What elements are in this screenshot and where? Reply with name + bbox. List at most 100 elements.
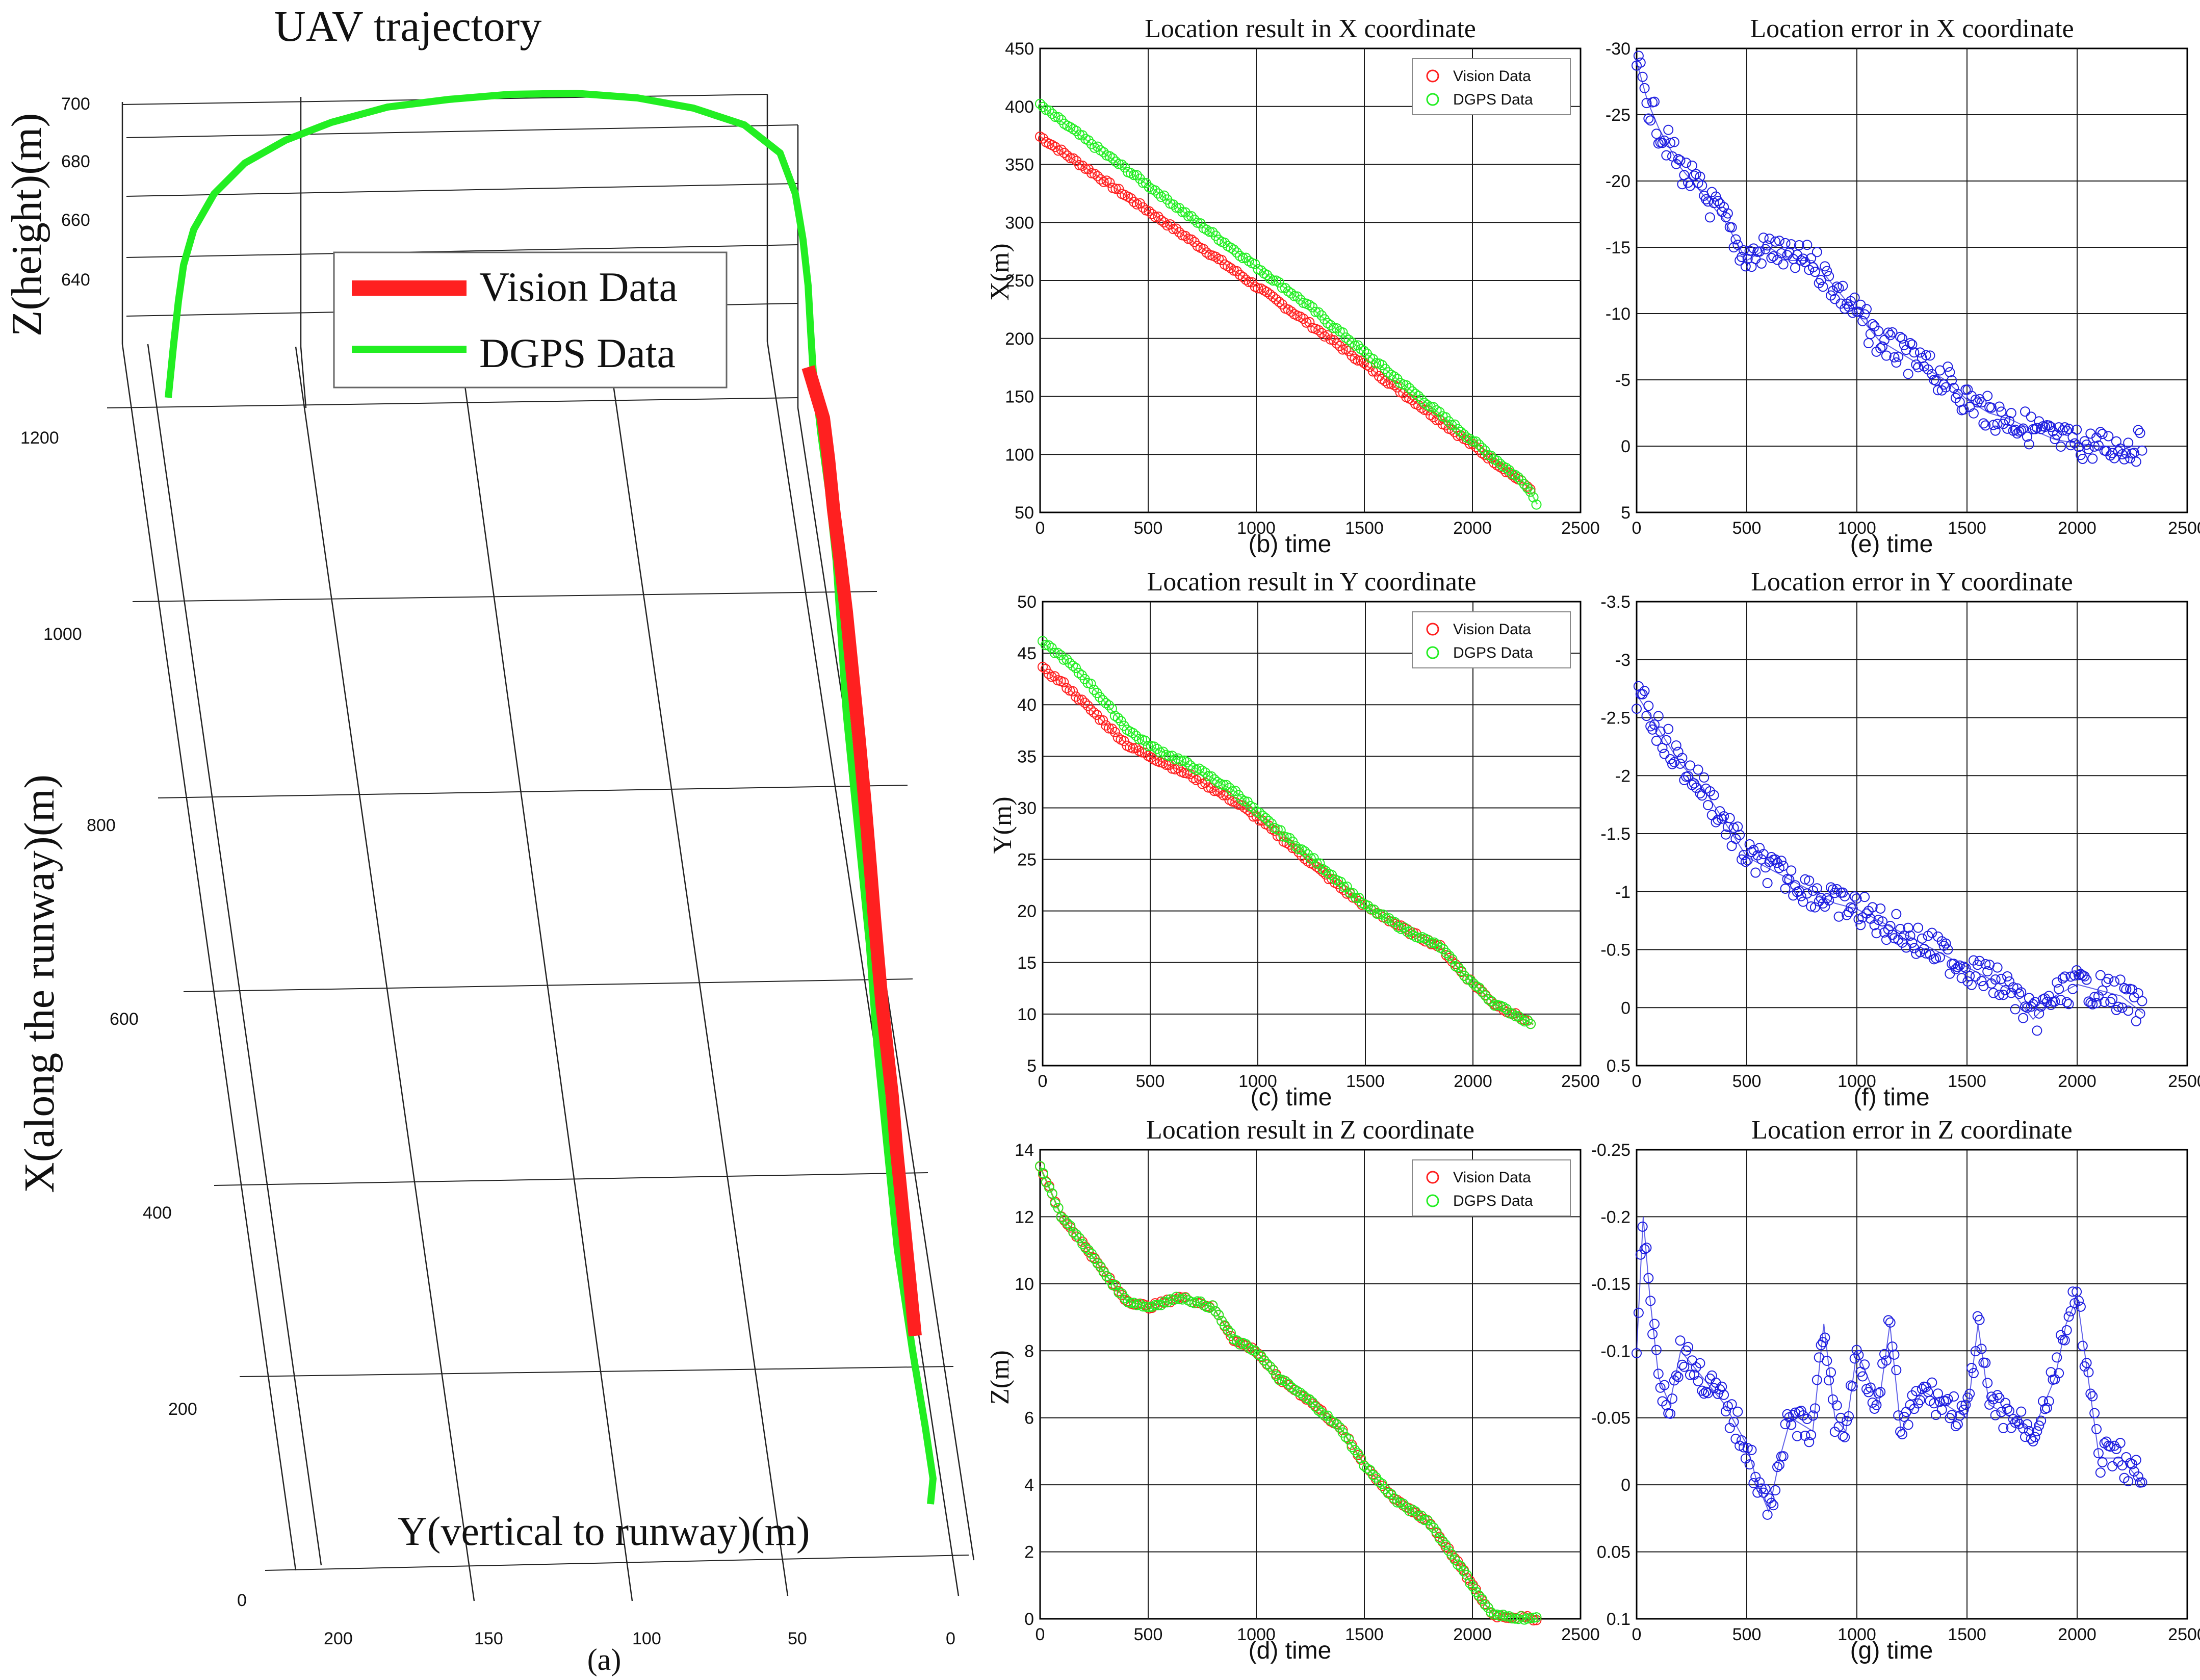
data-point [1649, 1319, 1660, 1329]
y-tick-label: 0 [1621, 1476, 1630, 1495]
data-point [1197, 765, 1208, 776]
data-point [2008, 982, 2018, 993]
data-point [2010, 1004, 2021, 1015]
data-point [1988, 988, 1999, 998]
data-point [1903, 369, 1913, 379]
data-point [2022, 1002, 2032, 1013]
x-tick-label: 0 [1632, 1072, 1642, 1091]
data-point [1931, 953, 1942, 964]
x-tick-label: 2000 [2058, 1625, 2097, 1644]
data-point [1262, 270, 1273, 280]
data-point [1089, 684, 1099, 695]
data-point [1891, 909, 1902, 919]
data-point [1875, 343, 1886, 353]
plot-frame [1042, 601, 1582, 1067]
panel-d: 0 500 1000 1500 2000 2500 0 2 4 6 8 10 12 14 Location … [986, 1116, 1600, 1664]
data-point [1653, 711, 1664, 721]
data-point [1857, 912, 1868, 923]
data-point [1780, 883, 1791, 894]
data-point [1675, 1335, 1686, 1346]
series-line [1636, 1217, 2144, 1514]
data-point [1159, 217, 1170, 228]
data-point [1685, 760, 1695, 771]
data-point [1456, 427, 1466, 437]
data-point [1150, 1300, 1160, 1310]
data-point [2091, 1424, 2102, 1434]
data-point [1940, 938, 1951, 949]
data-point [1140, 735, 1150, 746]
data-point [1772, 1462, 1783, 1472]
data-point [1671, 740, 1681, 751]
data-point [1756, 258, 1767, 269]
data-point [1883, 1315, 1894, 1326]
data-point [2000, 1398, 2011, 1408]
data-point [1871, 928, 1882, 939]
y-tick-label: 40 [1017, 695, 1037, 715]
data-point [2002, 1404, 2013, 1414]
data-point [1637, 71, 1648, 82]
data-point [1643, 113, 1654, 124]
data-point [2032, 1025, 2042, 1036]
data-point [1651, 735, 1662, 746]
x-tick-label: 1000 [1837, 1072, 1876, 1091]
data-point [1883, 327, 1894, 338]
y-tick-label: -0.05 [1591, 1409, 1631, 1428]
data-point [1818, 281, 1828, 292]
data-point [1829, 1427, 1840, 1437]
data-point [1528, 492, 1539, 503]
data-point [2063, 999, 2074, 1010]
data-point [1316, 327, 1327, 338]
data-point [1416, 394, 1427, 405]
data-point [1719, 811, 1729, 822]
y-tick-label: 0 [1621, 998, 1630, 1018]
data-point [1268, 1365, 1279, 1376]
data-point [1322, 318, 1333, 328]
y-tick-label: 0 [1024, 1610, 1034, 1629]
data-point [1645, 115, 1656, 126]
data-point [1796, 1406, 1806, 1416]
data-point [1274, 1375, 1284, 1385]
data-point [1351, 892, 1361, 903]
data-point [2115, 974, 2126, 985]
data-point [1764, 234, 1775, 244]
y-tick-label: 8 [1024, 1341, 1034, 1361]
data-point [1697, 180, 1707, 191]
data-point [1649, 96, 1660, 107]
data-point [1824, 895, 1834, 906]
data-point [1085, 679, 1096, 689]
data-point [1106, 723, 1117, 734]
data-point [1201, 247, 1212, 258]
data-point [1498, 1002, 1509, 1013]
data-point [1101, 720, 1111, 731]
data-point [1863, 906, 1874, 916]
y-tick-label: 300 [1005, 213, 1034, 232]
x-tick-label: 0 [1038, 1072, 1048, 1091]
data-point [1095, 1261, 1106, 1272]
data-point [1717, 813, 1727, 824]
data-point [1820, 1332, 1830, 1343]
data-point [2095, 427, 2106, 437]
data-point [1392, 1497, 1403, 1508]
y-tick-label: 0 [946, 1629, 955, 1648]
data-point [1661, 1400, 1672, 1410]
data-point [1992, 1390, 2003, 1401]
data-point [1465, 975, 1476, 986]
data-point [1738, 245, 1749, 255]
data-point [1809, 267, 1820, 277]
data-point [1186, 234, 1197, 245]
data-point [1109, 727, 1120, 737]
data-point [2018, 1013, 2029, 1023]
data-point [1164, 751, 1175, 761]
data-point [1909, 347, 1920, 358]
series-error [1632, 50, 2147, 467]
data-point [1257, 810, 1268, 821]
data-point [2119, 454, 2130, 464]
data-point [1338, 882, 1349, 892]
data-point [1891, 357, 1902, 368]
data-point [1931, 1410, 1942, 1420]
data-point [1209, 786, 1220, 796]
data-point [1811, 1375, 1822, 1385]
data-point [1083, 1245, 1094, 1255]
data-point [1210, 1306, 1221, 1316]
data-point [1228, 244, 1239, 255]
